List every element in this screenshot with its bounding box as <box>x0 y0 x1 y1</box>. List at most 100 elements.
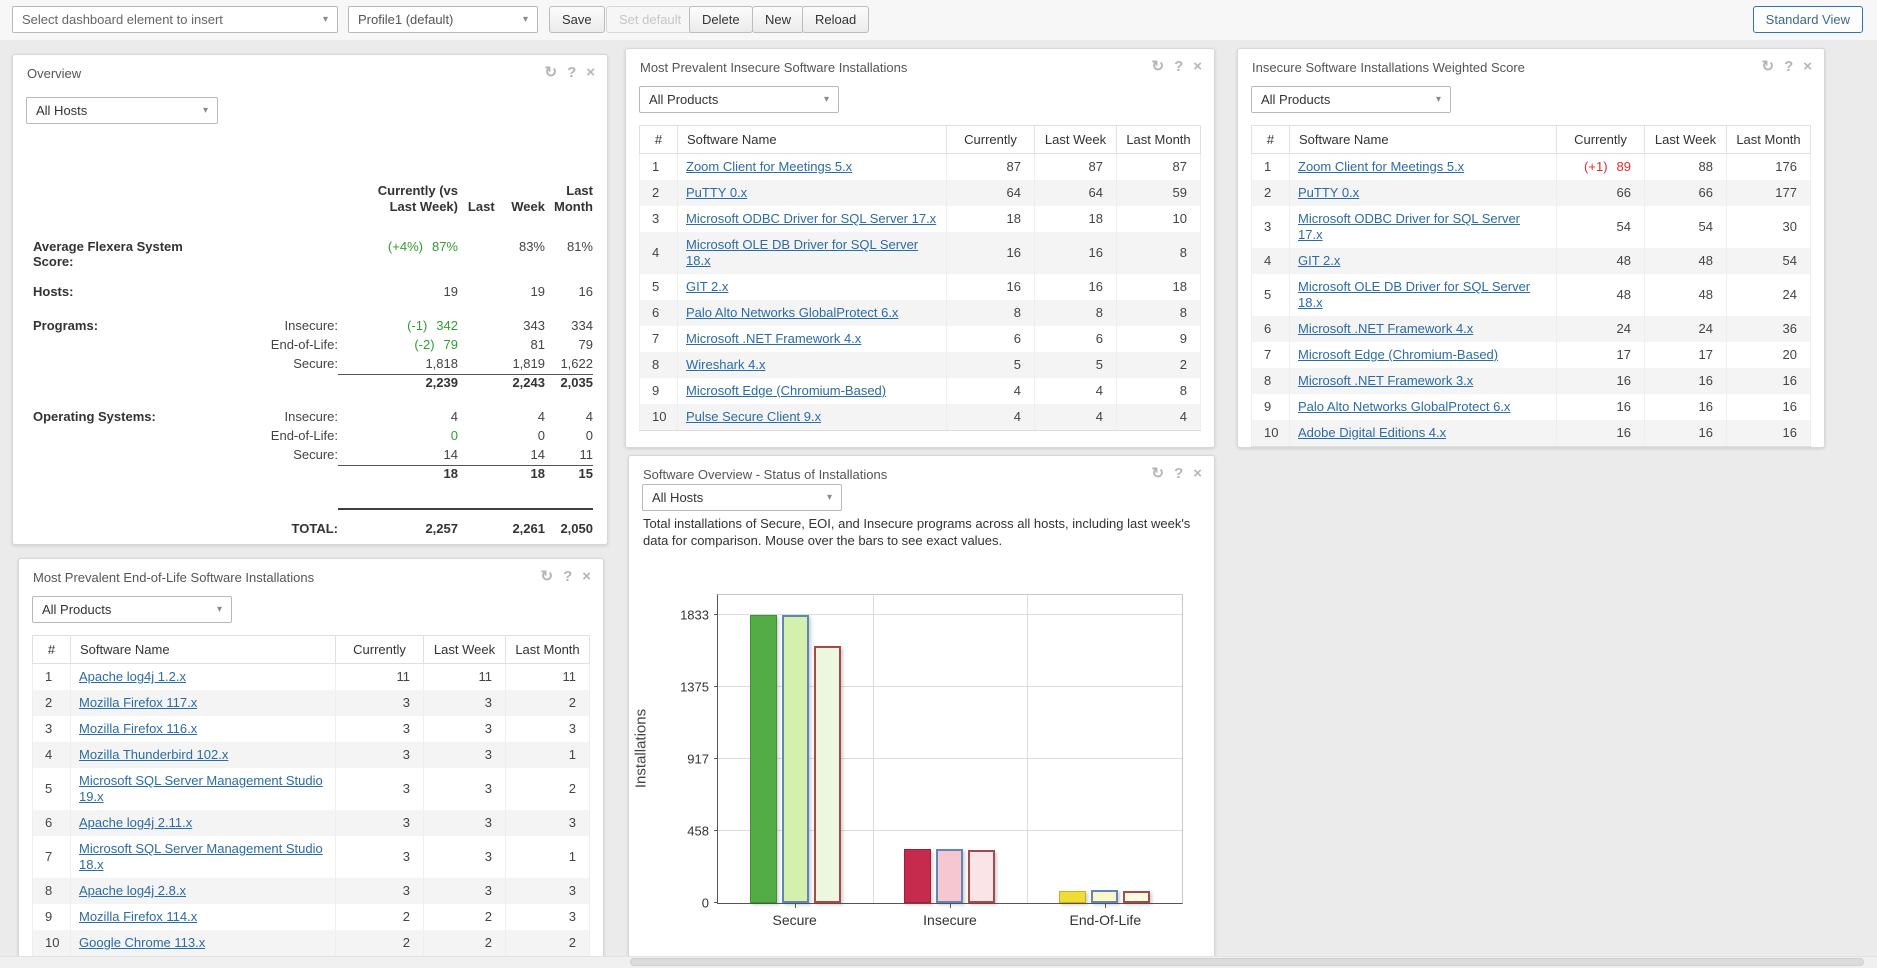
bar-end-of-life-last-week[interactable] <box>1091 890 1119 903</box>
value: 1,818 <box>425 356 458 371</box>
last-month-value: 2,050 <box>560 521 593 536</box>
software-link[interactable]: Mozilla Firefox 117.x <box>79 695 198 710</box>
software-link[interactable]: Apache log4j 2.8.x <box>79 883 186 898</box>
help-icon[interactable]: ? <box>1174 58 1184 75</box>
close-icon[interactable]: × <box>586 64 595 81</box>
overview-host-filter[interactable]: All Hosts ▾ <box>26 97 218 124</box>
standard-view-button[interactable]: Standard View <box>1752 6 1863 33</box>
y-tick-label: 458 <box>687 823 709 839</box>
table-header-row: # Software Name Currently Last Week Last Mon… <box>1251 125 1811 154</box>
eol-product-filter[interactable]: All Products ▾ <box>32 596 232 623</box>
table-row: 8 Wireshark 4.x 5 5 2 <box>639 352 1201 378</box>
refresh-icon[interactable]: ↻ <box>1761 58 1775 75</box>
help-icon[interactable]: ? <box>1174 465 1184 482</box>
value: 2,239 <box>425 375 458 390</box>
last-week-value: 81 <box>530 337 545 352</box>
close-icon[interactable]: × <box>1193 58 1202 75</box>
last-week-value: 4 <box>537 409 545 424</box>
last-week-value: 16 <box>1034 274 1117 300</box>
refresh-icon[interactable]: ↻ <box>1151 465 1165 482</box>
software-link[interactable]: PuTTY 0.x <box>1298 185 1360 200</box>
software-link[interactable]: Microsoft ODBC Driver for SQL Server 17.… <box>686 211 937 226</box>
software-link[interactable]: Zoom Client for Meetings 5.x <box>686 159 853 174</box>
software-link[interactable]: Palo Alto Networks GlobalProtect 6.x <box>686 305 899 320</box>
software-link[interactable]: Adobe Digital Editions 4.x <box>1298 425 1447 440</box>
software-link[interactable]: Apache log4j 2.11.x <box>79 815 193 830</box>
bar-secure-last-week[interactable] <box>781 615 809 903</box>
reload-button[interactable]: Reload <box>802 6 870 33</box>
profile-select[interactable]: Profile1 (default) ▾ <box>348 6 538 33</box>
set-default-button[interactable]: Set default <box>606 6 695 33</box>
bar-secure-currently[interactable] <box>749 615 777 903</box>
software-link[interactable]: Microsoft Edge (Chromium-Based) <box>686 383 887 398</box>
software-link[interactable]: Microsoft ODBC Driver for SQL Server 17.… <box>1298 211 1521 242</box>
value: 24 <box>1616 321 1631 336</box>
software-link[interactable]: Microsoft .NET Framework 4.x <box>1298 321 1474 336</box>
y-tick-mark <box>714 613 718 615</box>
last-week-value: 3 <box>423 768 506 810</box>
software-link[interactable]: Microsoft OLE DB Driver for SQL Server 1… <box>686 237 919 268</box>
help-icon[interactable]: ? <box>563 568 573 585</box>
value: 18 <box>443 466 458 481</box>
software-link[interactable]: Wireshark 4.x <box>686 357 766 372</box>
y-tick-mark <box>714 685 718 687</box>
last-month-value: 8 <box>1116 232 1201 274</box>
column-header-last-month: Last Month <box>1116 125 1201 154</box>
row-number: 5 <box>639 274 678 300</box>
help-icon[interactable]: ? <box>567 64 577 81</box>
software-link[interactable]: Microsoft .NET Framework 3.x <box>1298 373 1474 388</box>
value: 87 <box>1006 159 1021 174</box>
insert-element-select[interactable]: Select dashboard element to insert ▾ <box>12 6 338 33</box>
software-link[interactable]: PuTTY 0.x <box>686 185 748 200</box>
column-header-last-month: Last Month <box>1726 125 1811 154</box>
insecure-table-container: # Software Name Currently Last Week Last Mon… <box>626 125 1214 431</box>
software-link[interactable]: Microsoft SQL Server Management Studio 1… <box>79 841 323 872</box>
currently-value: (+1) 89 <box>1556 153 1645 180</box>
bar-insecure-last-week[interactable] <box>936 848 964 903</box>
help-icon[interactable]: ? <box>1784 58 1794 75</box>
software-link[interactable]: Mozilla Firefox 114.x <box>79 909 198 924</box>
chart-host-filter[interactable]: All Hosts ▾ <box>642 484 842 511</box>
table-row: 1 Zoom Client for Meetings 5.x (+1) 89 88 176 <box>1251 153 1811 180</box>
last-week-value: 2,261 <box>512 521 545 536</box>
table-row: 6 Palo Alto Networks GlobalProtect 6.x 8 8 8 <box>639 300 1201 326</box>
refresh-icon[interactable]: ↻ <box>544 64 558 81</box>
overview-summary: Currently (vs Last Week) Last Week Last … <box>33 183 593 540</box>
bar-insecure-last-month[interactable] <box>968 850 996 903</box>
software-link[interactable]: Microsoft SQL Server Management Studio 1… <box>79 773 323 804</box>
software-link[interactable]: Pulse Secure Client 9.x <box>686 409 822 424</box>
last-week-value: 2,243 <box>512 375 545 390</box>
software-link[interactable]: Mozilla Firefox 116.x <box>79 721 198 736</box>
insecure-product-filter[interactable]: All Products ▾ <box>639 86 839 113</box>
bar-secure-last-month[interactable] <box>813 646 841 903</box>
software-link[interactable]: Palo Alto Networks GlobalProtect 6.x <box>1298 399 1511 414</box>
software-link[interactable]: Google Chrome 113.x <box>79 935 206 950</box>
weighted-product-filter[interactable]: All Products ▾ <box>1251 86 1451 113</box>
software-link[interactable]: Zoom Client for Meetings 5.x <box>1298 159 1465 174</box>
close-icon[interactable]: × <box>1803 58 1812 75</box>
software-link[interactable]: Microsoft .NET Framework 4.x <box>686 331 862 346</box>
software-link[interactable]: Microsoft Edge (Chromium-Based) <box>1298 347 1499 362</box>
column-header-last-week: Last Week <box>423 635 506 664</box>
software-link[interactable]: Apache log4j 1.2.x <box>79 669 186 684</box>
save-button[interactable]: Save <box>549 6 605 33</box>
chevron-down-icon: ▾ <box>826 492 832 503</box>
refresh-icon[interactable]: ↻ <box>1151 58 1165 75</box>
software-link[interactable]: Mozilla Thunderbird 102.x <box>79 747 229 762</box>
close-icon[interactable]: × <box>582 568 591 585</box>
delete-button[interactable]: Delete <box>689 6 753 33</box>
software-link[interactable]: GIT 2.x <box>1298 253 1341 268</box>
software-link[interactable]: GIT 2.x <box>686 279 729 294</box>
refresh-icon[interactable]: ↻ <box>540 568 554 585</box>
horizontal-scrollbar-thumb[interactable] <box>630 958 1864 966</box>
row-number: 3 <box>1251 206 1290 248</box>
new-button[interactable]: New <box>752 6 805 33</box>
table-row: 8 Microsoft .NET Framework 3.x 16 16 16 <box>1251 368 1811 394</box>
bar-end-of-life-currently[interactable] <box>1059 890 1087 903</box>
last-month-value: 1,622 <box>545 356 593 375</box>
close-icon[interactable]: × <box>1193 465 1202 482</box>
bar-insecure-currently[interactable] <box>904 848 932 903</box>
bar-end-of-life-last-month[interactable] <box>1123 890 1151 903</box>
software-link[interactable]: Microsoft OLE DB Driver for SQL Server 1… <box>1298 279 1531 310</box>
delta-badge: (+1) <box>1584 159 1608 174</box>
